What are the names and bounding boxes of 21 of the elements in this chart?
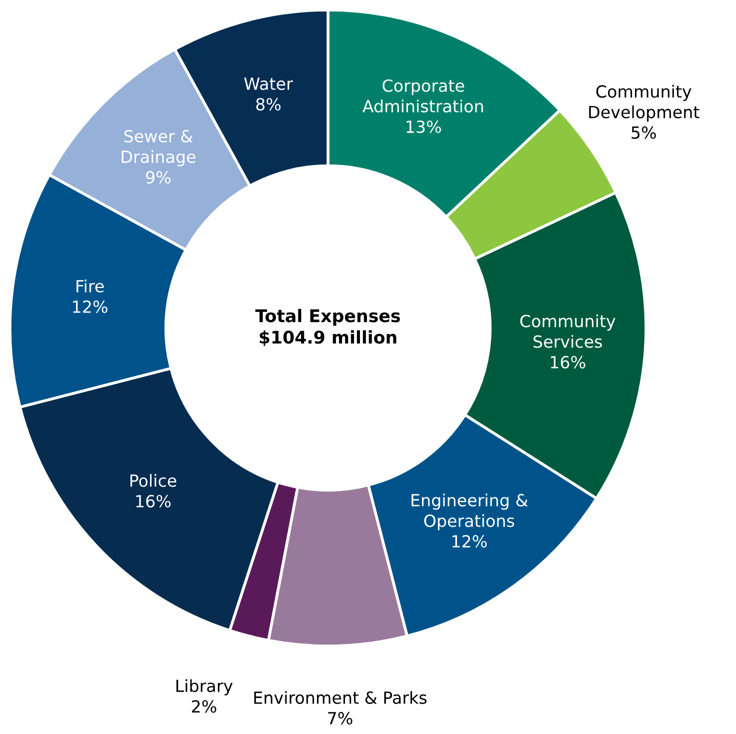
data-label: 13% [406,120,441,134]
slice-label: Environment & Parks [254,691,427,704]
slice-label: Community Services [520,314,616,348]
data-label: 12% [73,300,108,314]
text: Total Expenses $104.9 million [255,308,400,346]
slice-label: Water [244,78,293,90]
data-label: 5% [632,126,656,139]
slice-label: Fire [76,280,104,292]
data-label: 16% [550,356,586,368]
slice-label: Library [176,679,233,696]
slice-label: Community Development [589,84,700,122]
data-label: 8% [256,98,281,111]
slice-label: Corporate Administration [362,79,483,112]
slice-label: Police [130,474,176,487]
data-label: 2% [192,700,216,713]
slice-label: Engineering & Operations [412,494,528,530]
data-label: 12% [452,535,487,548]
data-label: 9% [146,171,171,184]
data-label: 7% [328,712,352,725]
slice-label: Sewer & Drainage [122,130,196,166]
data-label: 16% [136,494,171,508]
